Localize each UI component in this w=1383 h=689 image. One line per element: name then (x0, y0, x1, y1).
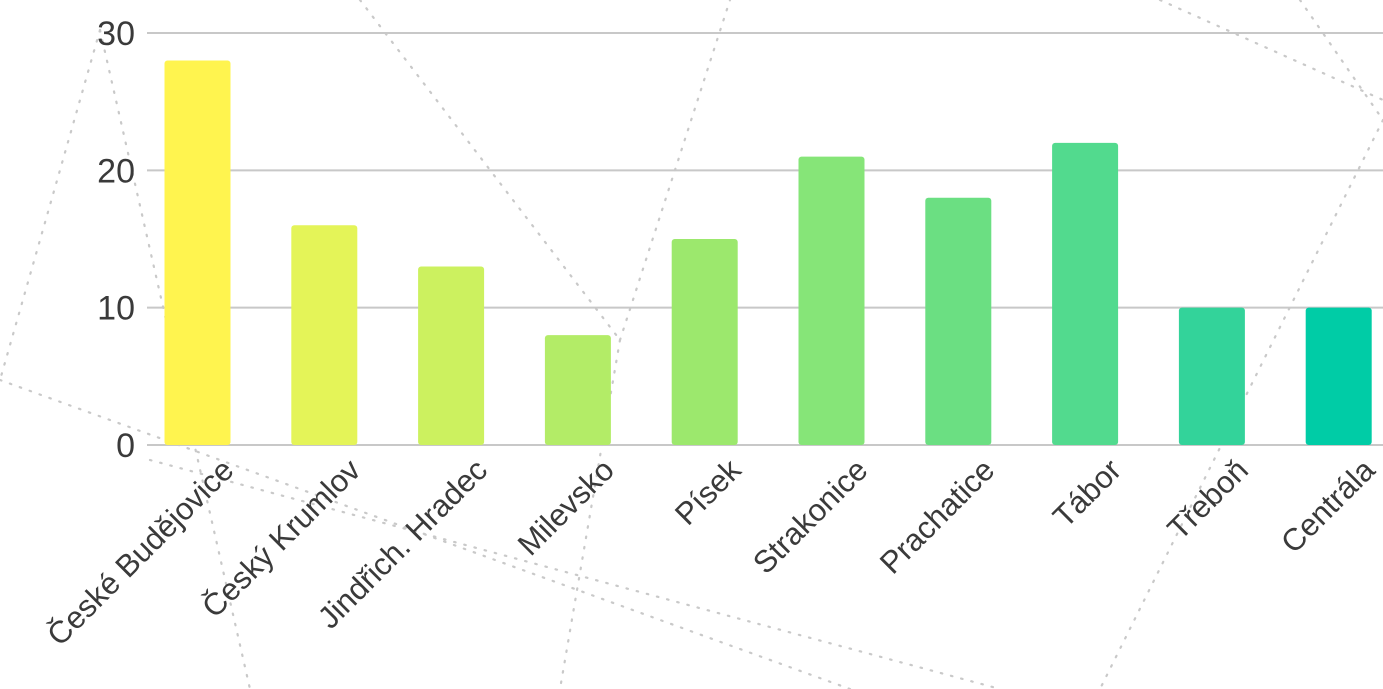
bars (164, 60, 1372, 445)
x-category-label: Tábor (1046, 452, 1128, 534)
bar (544, 335, 611, 445)
y-tick-label: 0 (116, 427, 135, 465)
bar (291, 225, 358, 445)
decor-dotted-line (358, 0, 622, 342)
decor-dotted-line (558, 338, 622, 689)
x-category-label: Prachatice (873, 452, 1001, 580)
y-tick-label: 20 (97, 152, 135, 190)
bar (1305, 307, 1372, 445)
x-category-label: České Budějovice (40, 452, 240, 652)
x-category-label: Třeboň (1161, 452, 1255, 546)
bar (798, 156, 865, 445)
decor-dotted-line (1098, 118, 1383, 689)
y-axis-ticks: 0 10 20 30 (97, 15, 135, 465)
decor-dotted-line (0, 28, 102, 382)
x-category-label: Milevsko (511, 452, 621, 562)
decor-dotted-line (1298, 0, 1383, 122)
bar (1052, 142, 1119, 445)
y-tick-label: 10 (97, 290, 135, 328)
bar (1178, 307, 1245, 445)
y-tick-label: 30 (97, 15, 135, 53)
x-category-label: Strakonice (746, 452, 874, 580)
bar (164, 60, 231, 445)
decor-dotted-line (148, 458, 1002, 689)
x-category-label: Písek (668, 452, 748, 532)
bar (418, 266, 485, 445)
bar (925, 197, 992, 445)
decor-dotted-line (1158, 0, 1383, 102)
x-category-label: Centrála (1274, 452, 1382, 560)
bar (671, 239, 738, 445)
